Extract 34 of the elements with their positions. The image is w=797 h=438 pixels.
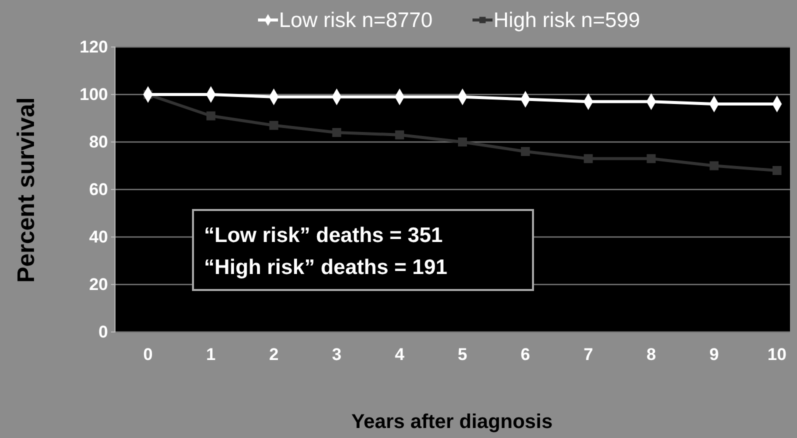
- x-tick-label: 0: [143, 345, 153, 364]
- legend-label: High risk n=599: [494, 9, 640, 32]
- y-tick-label: 100: [80, 84, 108, 104]
- x-tick-label: 4: [394, 345, 405, 364]
- point: [269, 120, 278, 130]
- y-tick-label: 40: [89, 227, 108, 246]
- y-tick-label: 120: [80, 37, 108, 56]
- x-tick-label: 7: [584, 345, 594, 364]
- x-tick-label: 9: [709, 345, 719, 364]
- point: [458, 138, 467, 146]
- y-tick-label: 80: [89, 132, 108, 152]
- x-tick-label: 1: [206, 345, 216, 364]
- point: [520, 147, 530, 156]
- point: [646, 154, 656, 164]
- point: [710, 161, 719, 170]
- x-tick-label: 10: [768, 345, 786, 364]
- annotation: “Low risk” deaths = 351 “High risk” deaths = 191: [204, 224, 448, 279]
- point: [332, 128, 342, 137]
- legend-label: Low risk n=8770: [279, 9, 433, 32]
- x-tick-label: 2: [269, 345, 279, 364]
- x-tick-label: 6: [520, 345, 530, 364]
- x-tick-label: 8: [646, 345, 656, 364]
- point: [584, 154, 593, 164]
- text-box: “Low risk” deaths = 351 “High risk” deaths = 191: [192, 209, 534, 291]
- x-tick-label: 5: [458, 345, 468, 364]
- point: [772, 166, 782, 175]
- x-tick-label: 3: [332, 345, 342, 364]
- x-axis-title: Years after diagnosis: [351, 411, 553, 433]
- point: [395, 130, 404, 140]
- y-tick-label: 0: [98, 322, 108, 342]
- y-tick-label: 20: [89, 274, 108, 294]
- point: [206, 111, 216, 120]
- y-axis-title: Percent survival: [13, 97, 40, 283]
- y-tick-label: 60: [89, 180, 108, 199]
